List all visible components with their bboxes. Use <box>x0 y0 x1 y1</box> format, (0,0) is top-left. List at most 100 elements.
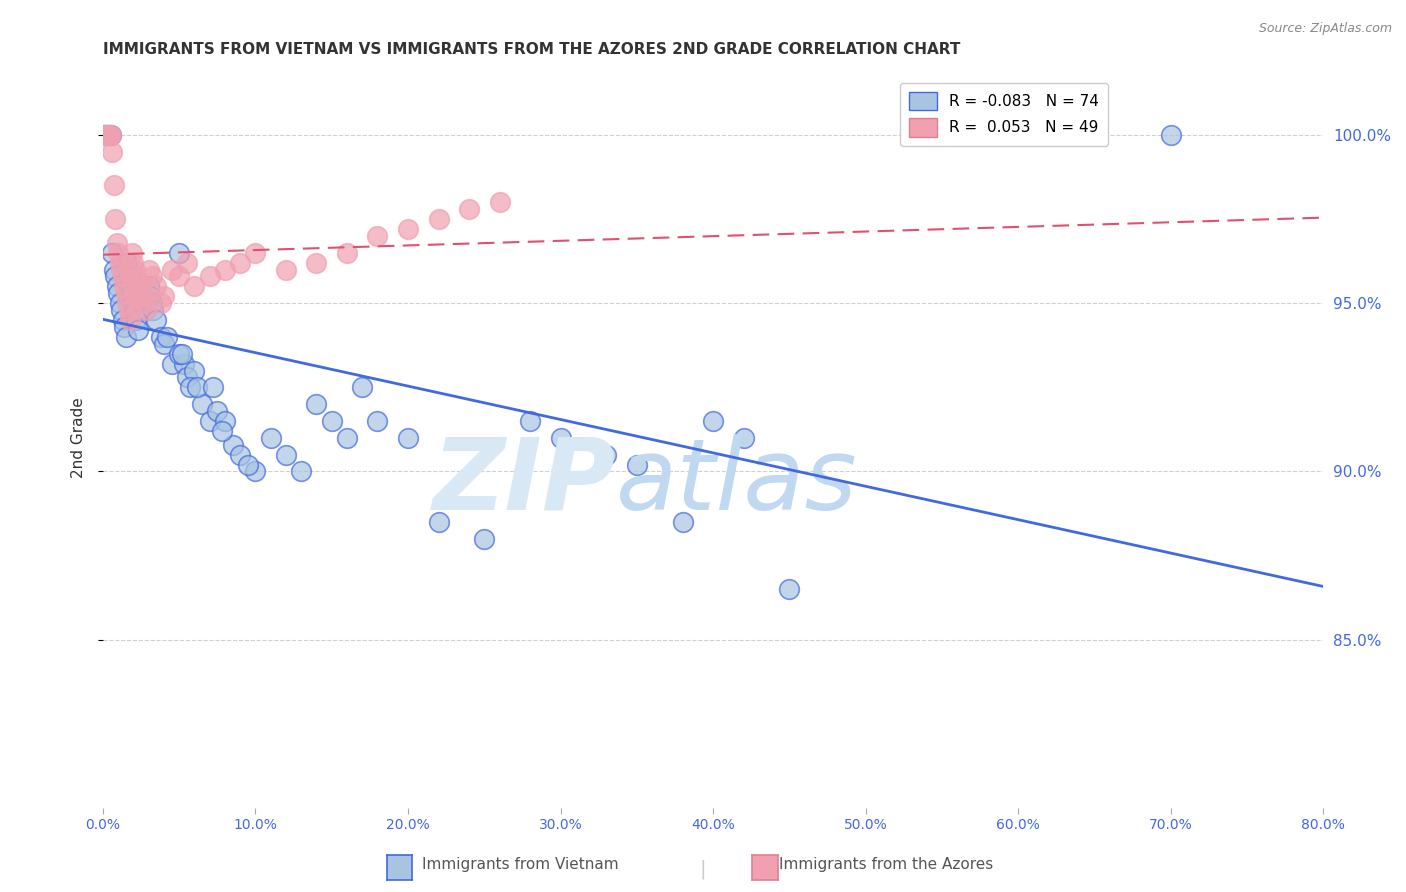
Point <box>321 414 343 428</box>
Point <box>112 279 135 293</box>
Point <box>260 431 283 445</box>
Point <box>145 313 167 327</box>
Point <box>153 336 176 351</box>
Point <box>176 370 198 384</box>
Point <box>132 296 155 310</box>
Point <box>366 228 388 243</box>
Point <box>118 269 141 284</box>
Point <box>94 128 117 142</box>
Point <box>176 256 198 270</box>
Point <box>100 128 122 142</box>
Point <box>108 296 131 310</box>
Text: IMMIGRANTS FROM VIETNAM VS IMMIGRANTS FROM THE AZORES 2ND GRADE CORRELATION CHAR: IMMIGRANTS FROM VIETNAM VS IMMIGRANTS FR… <box>103 42 960 57</box>
Point <box>458 202 481 216</box>
Point <box>186 380 208 394</box>
Text: Immigrants from the Azores: Immigrants from the Azores <box>779 857 993 872</box>
Point <box>129 279 152 293</box>
Point <box>595 448 617 462</box>
Point <box>156 330 179 344</box>
Point <box>229 256 252 270</box>
Point <box>100 128 122 142</box>
Point <box>167 245 190 260</box>
Point <box>290 465 312 479</box>
Point <box>96 128 118 142</box>
Point <box>118 302 141 317</box>
Point <box>396 431 419 445</box>
Point <box>107 245 129 260</box>
Point <box>139 289 162 303</box>
Point <box>229 448 252 462</box>
Point <box>105 235 128 250</box>
Point <box>122 256 145 270</box>
Point <box>101 145 124 159</box>
Point <box>128 289 150 303</box>
Point <box>1160 128 1182 142</box>
Point <box>149 330 172 344</box>
Point <box>141 269 163 284</box>
Point <box>214 262 236 277</box>
Point <box>427 212 450 227</box>
Point <box>131 289 153 303</box>
Point <box>179 380 201 394</box>
Point <box>396 222 419 236</box>
Point <box>98 128 121 142</box>
Point <box>117 256 139 270</box>
Point <box>108 256 131 270</box>
Point <box>105 279 128 293</box>
Point <box>101 245 124 260</box>
Point <box>129 279 152 293</box>
Point <box>112 319 135 334</box>
Point <box>117 296 139 310</box>
Text: Source: ZipAtlas.com: Source: ZipAtlas.com <box>1258 22 1392 36</box>
Point <box>153 289 176 303</box>
Point <box>160 262 183 277</box>
Point <box>104 212 127 227</box>
Point <box>94 128 117 142</box>
Point <box>167 347 190 361</box>
Point <box>121 286 143 301</box>
Point <box>183 363 205 377</box>
Point <box>122 296 145 310</box>
Text: atlas: atlas <box>616 434 858 531</box>
Point <box>352 380 374 394</box>
Point <box>160 357 183 371</box>
Point <box>172 347 194 361</box>
Point <box>488 195 510 210</box>
Point <box>141 296 163 310</box>
Point <box>733 431 755 445</box>
Point <box>274 262 297 277</box>
Text: |: | <box>700 860 706 880</box>
Point <box>103 262 125 277</box>
Point <box>245 245 267 260</box>
Point <box>519 414 541 428</box>
Point <box>127 323 149 337</box>
Point <box>142 302 165 317</box>
Point <box>98 128 121 142</box>
Point <box>104 269 127 284</box>
Point <box>366 414 388 428</box>
Point <box>111 269 134 284</box>
Point <box>167 269 190 284</box>
Point <box>138 262 160 277</box>
Point <box>211 424 233 438</box>
Point <box>121 245 143 260</box>
Legend: R = -0.083   N = 74, R =  0.053   N = 49: R = -0.083 N = 74, R = 0.053 N = 49 <box>900 83 1108 146</box>
Point <box>236 458 259 472</box>
Text: Immigrants from Vietnam: Immigrants from Vietnam <box>422 857 619 872</box>
Point <box>125 269 148 284</box>
Point <box>111 313 134 327</box>
Point <box>120 279 142 293</box>
Text: ZIP: ZIP <box>433 434 616 531</box>
Point <box>107 286 129 301</box>
Point <box>671 515 693 529</box>
Point <box>778 582 800 597</box>
Point <box>198 414 221 428</box>
Point <box>149 296 172 310</box>
Y-axis label: 2nd Grade: 2nd Grade <box>72 398 86 478</box>
Point <box>702 414 724 428</box>
Point <box>93 128 115 142</box>
Point <box>245 465 267 479</box>
Point <box>124 302 146 317</box>
Point <box>305 397 328 411</box>
Point <box>201 380 224 394</box>
